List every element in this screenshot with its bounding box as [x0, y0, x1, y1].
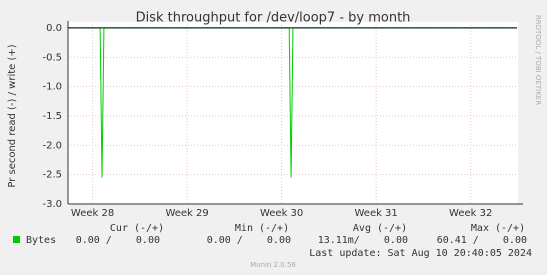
- y-tick-label: 0.0: [46, 23, 62, 34]
- last-update: Last update: Sat Aug 10 20:40:05 2024: [309, 248, 532, 259]
- y-tick-label: -0.5: [42, 52, 62, 63]
- x-tick-label: Week 28: [71, 208, 114, 219]
- legend-label: Bytes: [26, 235, 56, 246]
- x-tick-label: Week 32: [449, 208, 492, 219]
- stats-value: 0.00 / 0.00: [207, 235, 291, 246]
- y-tick-label: -1.0: [42, 82, 62, 93]
- x-tick-label: Week 30: [260, 208, 303, 219]
- y-tick-label: -2.5: [42, 170, 62, 181]
- stats-value: 13.11m/ 0.00: [318, 235, 408, 246]
- stats-value: 0.00 / 0.00: [76, 235, 160, 246]
- y-tick-label: -3.0: [42, 199, 62, 210]
- y-tick-label: -2.0: [42, 140, 62, 151]
- stats-value: 60.41 / 0.00: [437, 235, 527, 246]
- y-axis-label: Pr second read (-) / write (+): [7, 44, 18, 187]
- stats-header: Cur (-/+): [110, 223, 164, 234]
- side-label: RRDTOOL / TOBI OETIKER: [534, 15, 542, 105]
- footer: Munin 2.0.56: [250, 261, 296, 269]
- chart-title: Disk throughput for /dev/loop7 - by mont…: [136, 11, 411, 26]
- stats-header: Min (-/+): [235, 223, 289, 234]
- y-tick-label: -1.5: [42, 111, 62, 122]
- legend-swatch: [13, 236, 20, 243]
- stats-header: Avg (-/+): [353, 223, 407, 234]
- stats-header: Max (-/+): [471, 223, 525, 234]
- x-tick-label: Week 29: [165, 208, 208, 219]
- x-tick-label: Week 31: [354, 208, 397, 219]
